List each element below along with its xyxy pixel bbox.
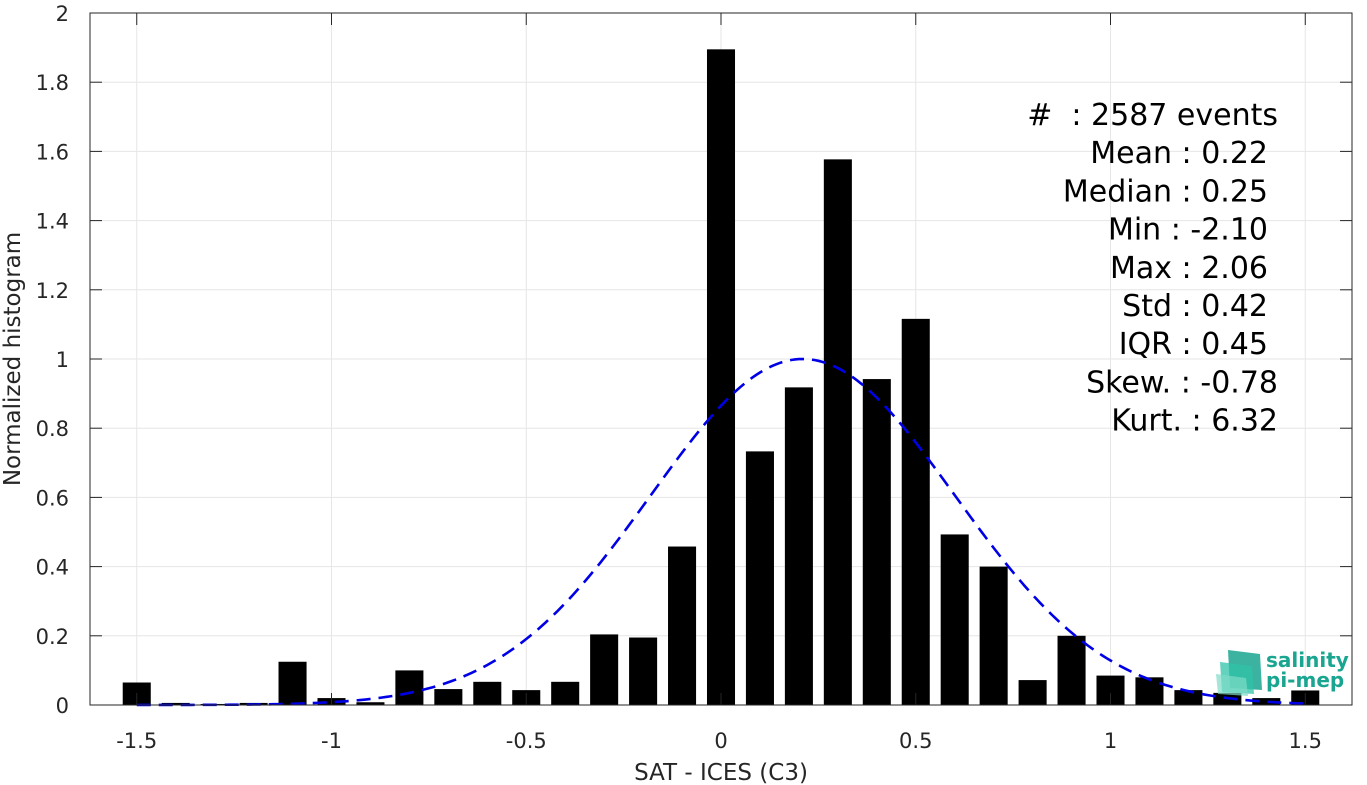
stats-line: Std : 0.42 — [1122, 289, 1268, 324]
stats-line: # : 2587 events — [1027, 98, 1278, 133]
y-tick-label: 0.2 — [36, 625, 69, 649]
wave-logo-icon — [1216, 650, 1262, 696]
stats-line: Median : 0.25 — [1063, 174, 1268, 209]
y-tick-label: 1 — [56, 348, 69, 372]
histogram-bar — [784, 387, 813, 705]
stats-line: Skew. : -0.78 — [1086, 365, 1278, 400]
x-tick-label: 1.5 — [1289, 729, 1322, 753]
y-tick-label: 0.4 — [36, 556, 69, 580]
bars — [122, 49, 1320, 705]
y-tick-label: 1.4 — [36, 210, 69, 234]
y-tick-label: 1.6 — [36, 140, 69, 164]
logo-line-1: salinity — [1266, 648, 1349, 672]
histogram-bar — [590, 634, 619, 705]
histogram-bar — [551, 681, 580, 705]
histogram-bar — [395, 670, 424, 705]
y-tick-label: 0 — [56, 694, 69, 718]
stats-line: Mean : 0.22 — [1090, 136, 1268, 171]
salinity-pi-mep-logo: salinity pi-mep — [1216, 648, 1349, 696]
x-tick-label: 0.5 — [899, 729, 932, 753]
gaussian-fit-curve — [136, 357, 1306, 707]
histogram-bar — [706, 49, 736, 705]
y-axis-title: Normalized histogram — [0, 232, 26, 486]
histogram-bar — [1018, 680, 1047, 705]
y-tick-labels: 0 0.2 0.4 0.6 0.8 1 1.2 1.4 1.6 1.8 2 — [36, 2, 69, 718]
y-tick-label: 0.8 — [36, 417, 69, 441]
x-tick-label: -1 — [321, 729, 342, 753]
histogram-bar — [979, 566, 1008, 705]
stats-line: Kurt. : 6.32 — [1111, 404, 1278, 439]
stats-line: Min : -2.10 — [1108, 213, 1268, 248]
histogram-bar — [668, 546, 697, 705]
x-tick-label: 1 — [1104, 729, 1117, 753]
histogram-bar — [901, 318, 930, 705]
axis-ticks — [90, 12, 1352, 706]
histogram-bar — [278, 661, 307, 705]
histogram-bar — [356, 702, 385, 705]
histogram-bar — [434, 689, 463, 705]
y-tick-label: 2 — [56, 2, 69, 26]
histogram-bar — [1135, 677, 1164, 705]
x-axis-title: SAT - ICES (C3) — [634, 760, 808, 785]
y-tick-label: 1.8 — [36, 71, 69, 95]
histogram-bar — [823, 159, 852, 705]
y-tick-label: 0.6 — [36, 486, 69, 510]
x-tick-labels: -1.5 -1 -0.5 0 0.5 1 1.5 — [116, 729, 1322, 753]
histogram-bar — [161, 702, 190, 705]
histogram-bar — [862, 379, 891, 705]
histogram-bar — [745, 451, 774, 705]
histogram-bar — [629, 637, 658, 705]
histogram-bar — [940, 534, 969, 705]
histogram-bar — [1057, 635, 1086, 705]
logo-line-2: pi-mep — [1266, 668, 1344, 692]
histogram-bar — [1252, 698, 1281, 705]
histogram-bar — [1174, 690, 1203, 705]
y-tick-label: 1.2 — [36, 279, 69, 303]
stats-line: IQR : 0.45 — [1119, 327, 1268, 362]
x-tick-label: -1.5 — [116, 729, 157, 753]
x-tick-label: 0 — [714, 729, 727, 753]
stats-line: Max : 2.06 — [1110, 251, 1268, 286]
x-tick-label: -0.5 — [506, 729, 547, 753]
histogram-bar — [473, 681, 502, 705]
